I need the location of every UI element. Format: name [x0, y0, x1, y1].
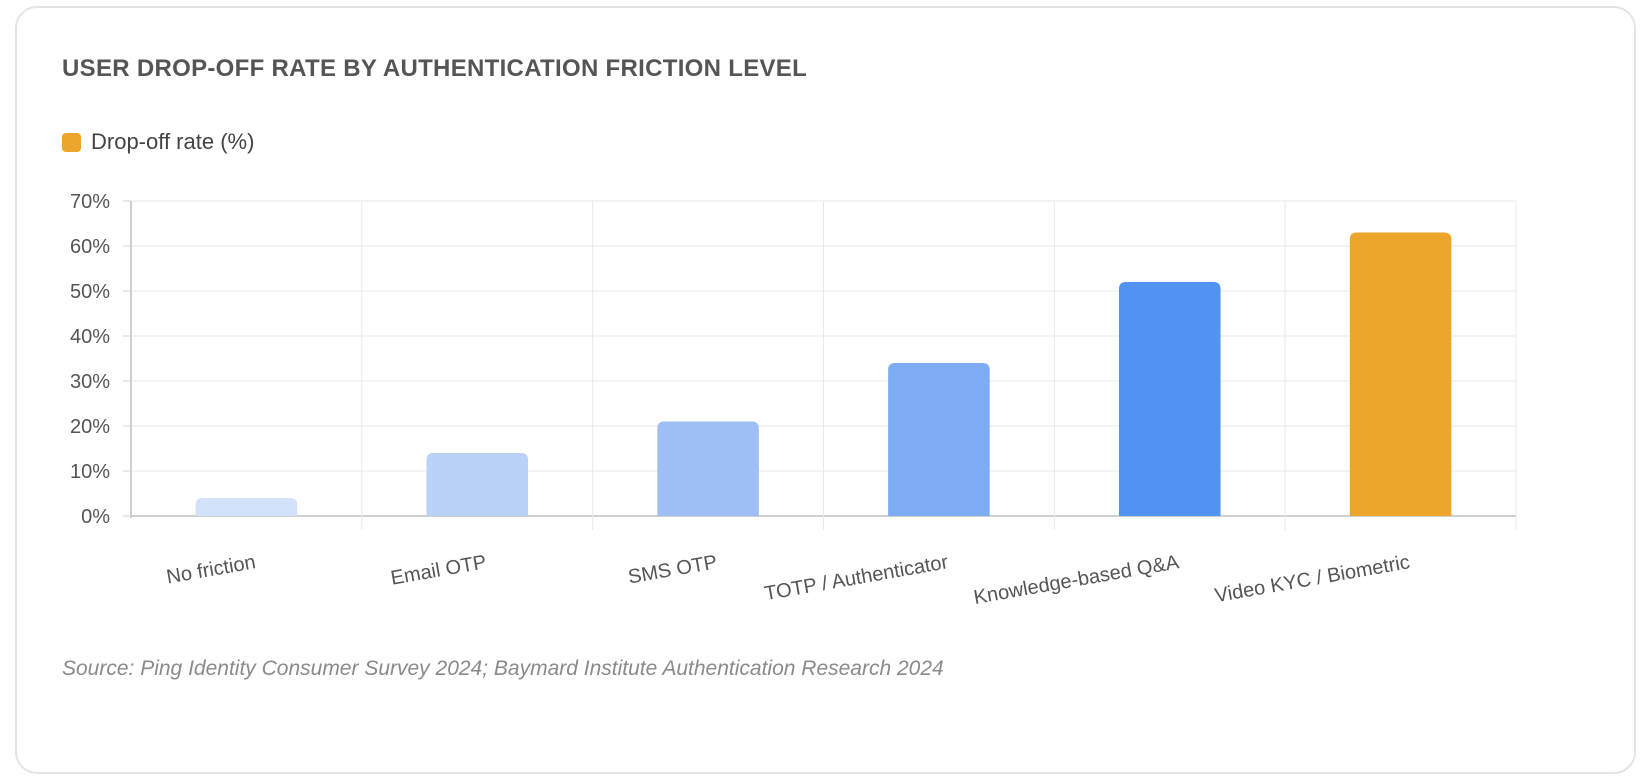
y-tick-label: 20% — [70, 416, 110, 438]
y-tick-label: 0% — [81, 506, 110, 528]
y-tick-label: 10% — [70, 461, 110, 483]
chart-title: USER DROP-OFF RATE BY AUTHENTICATION FRI… — [62, 55, 808, 82]
bar-1 — [426, 453, 529, 516]
y-tick-label: 60% — [70, 236, 110, 258]
legend-label: Drop-off rate (%) — [91, 129, 255, 154]
bar-3 — [888, 363, 990, 516]
y-tick-label: 30% — [70, 371, 110, 393]
x-tick-label: Email OTP — [389, 551, 488, 589]
x-tick-label: Video KYC / Biometric — [1213, 551, 1411, 607]
bar-2 — [657, 421, 759, 516]
x-tick-label: Knowledge-based Q&A — [972, 551, 1181, 609]
bar-4 — [1118, 282, 1221, 516]
source-note: Source: Ping Identity Consumer Survey 20… — [62, 657, 944, 680]
bar-0 — [195, 498, 298, 516]
legend-swatch — [62, 132, 81, 152]
bar-5 — [1349, 232, 1452, 516]
y-tick-label: 70% — [70, 191, 110, 213]
x-tick-label: SMS OTP — [626, 551, 718, 588]
legend[interactable]: Drop-off rate (%) — [62, 129, 254, 155]
y-tick-label: 50% — [70, 281, 110, 303]
bar-chart: 0% 10% 20% 30% 40% 50% 60% 70% No friction Email … — [70, 191, 1517, 609]
y-tick-label: 40% — [70, 326, 110, 348]
x-tick-label: No friction — [165, 551, 257, 588]
x-tick-label: TOTP / Authenticator — [763, 551, 950, 605]
